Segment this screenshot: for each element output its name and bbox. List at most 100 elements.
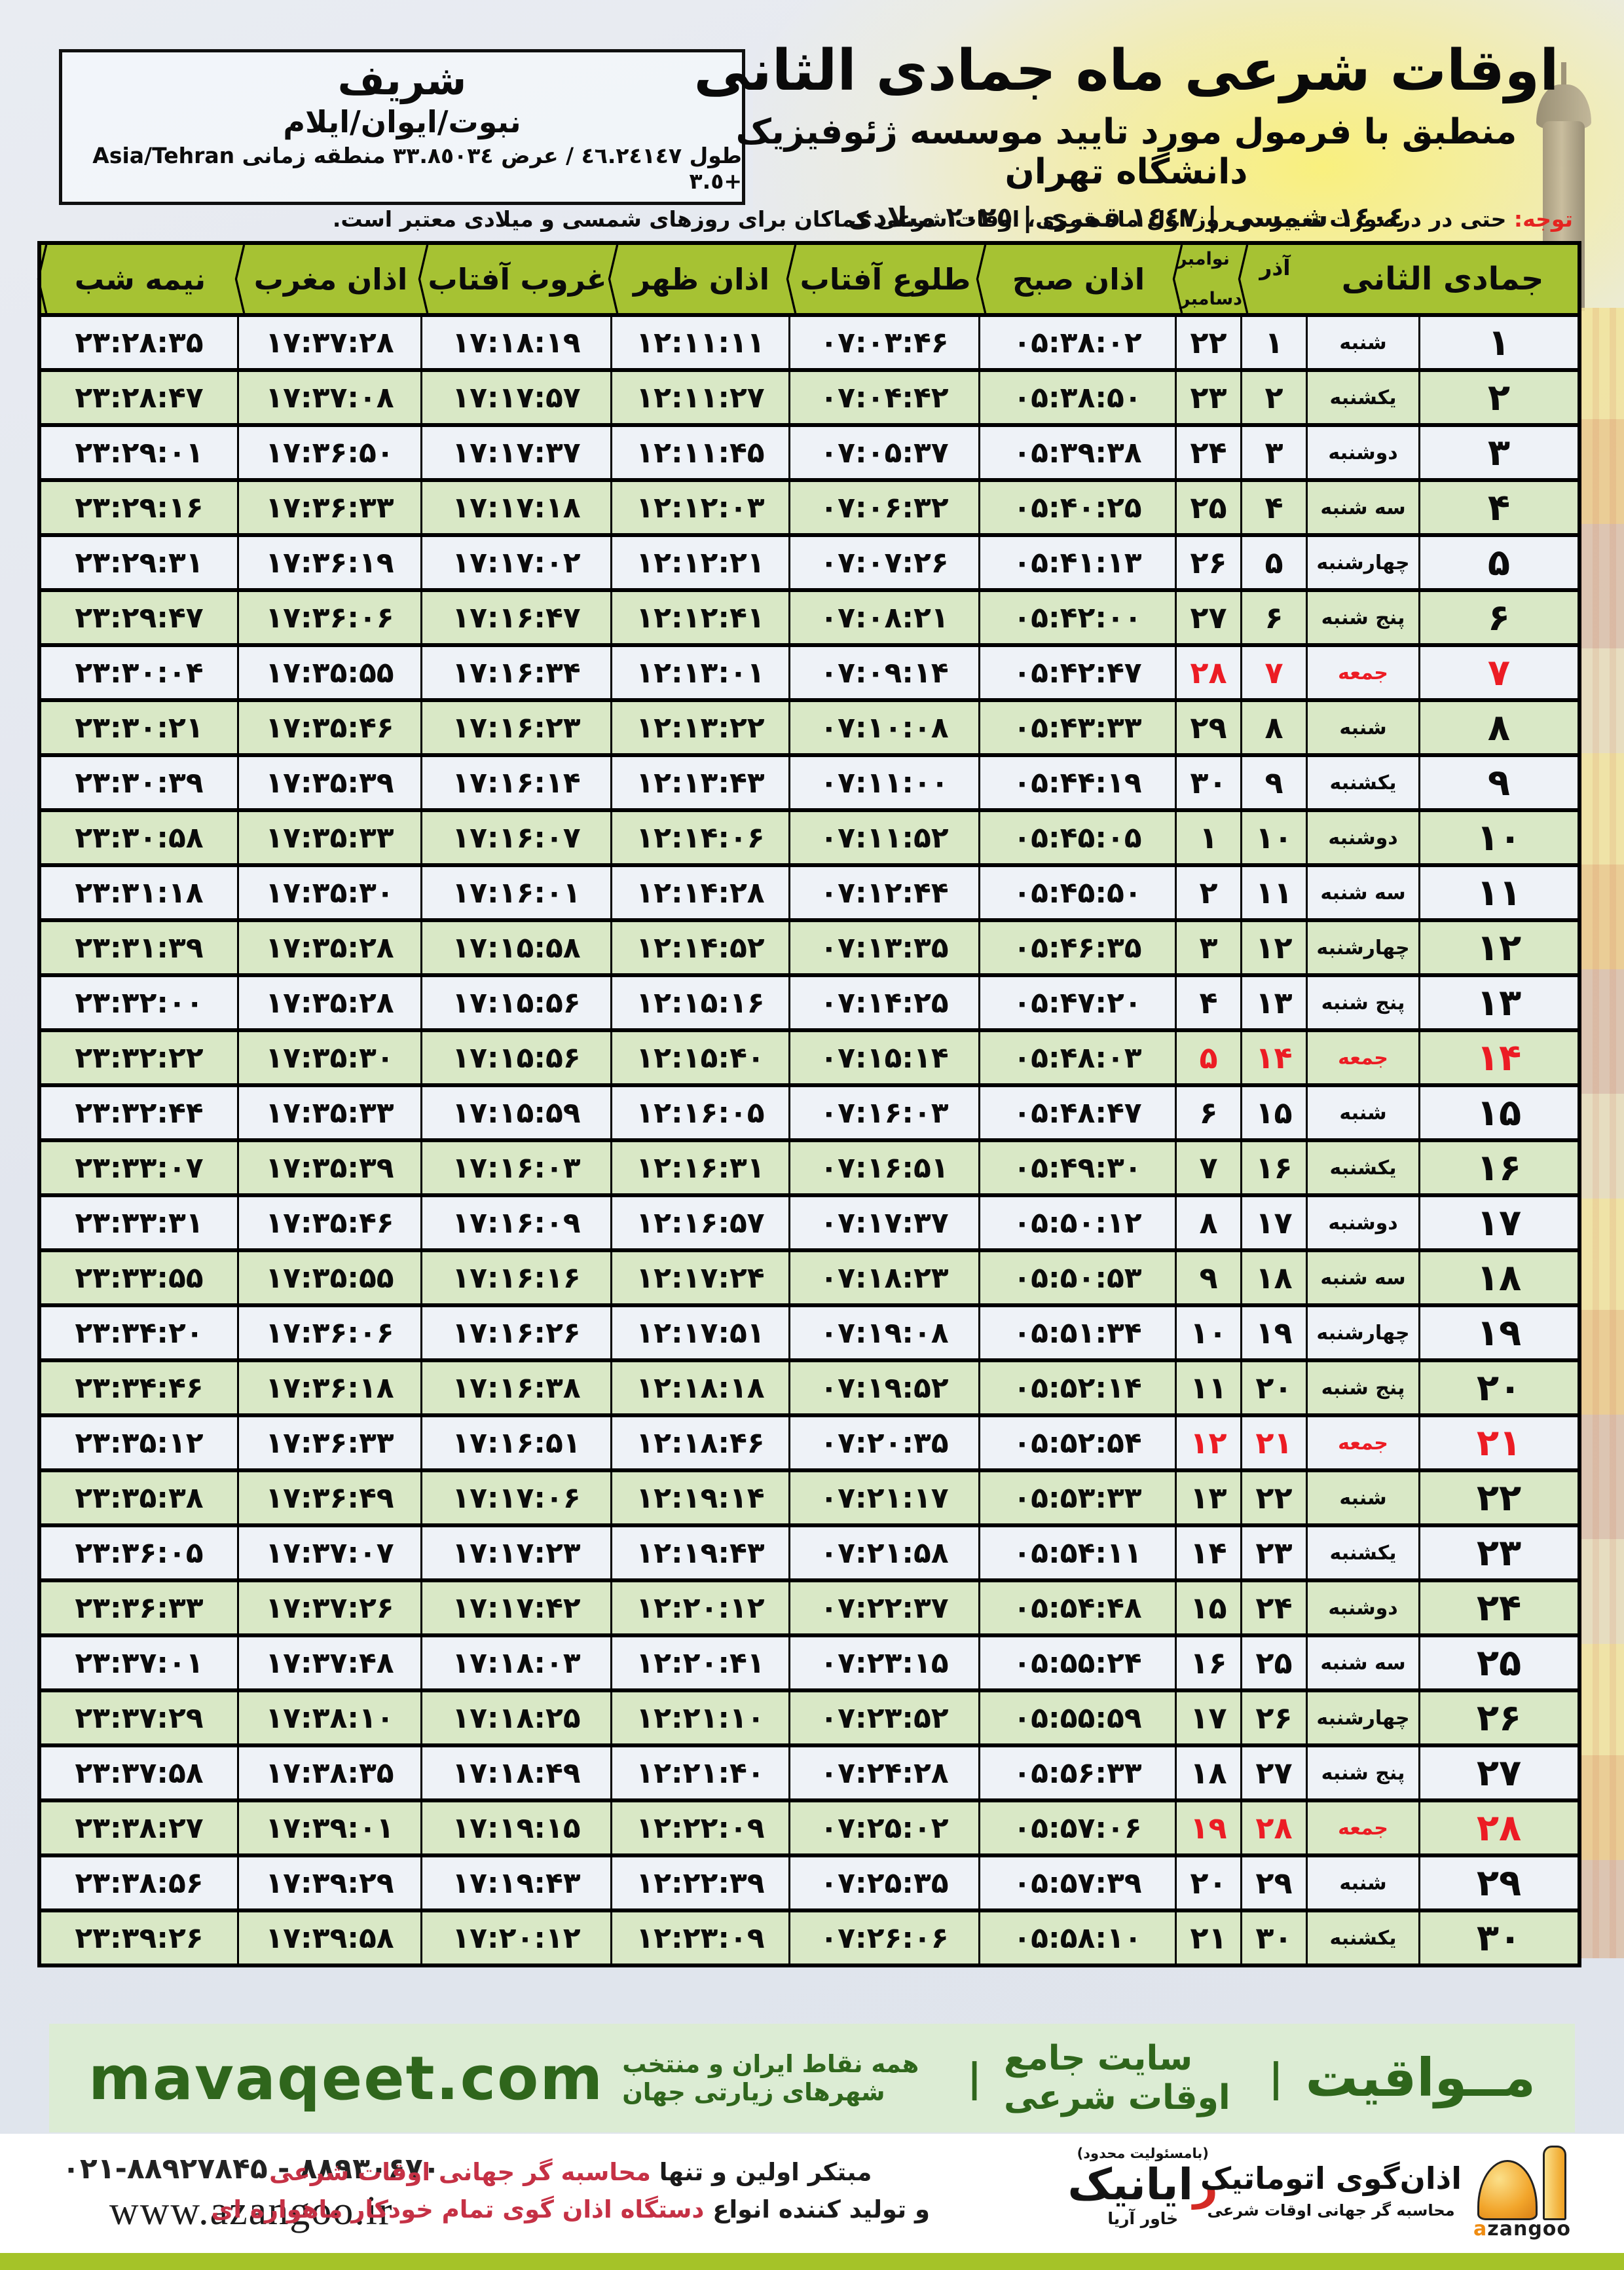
cell-greg-day: ۹ <box>1177 1252 1242 1303</box>
column-header-december-label: دسامبر <box>1179 289 1242 309</box>
column-header-maghrib: اذان مغرب <box>234 245 422 313</box>
cell-jumada-day: ۲۱ <box>1476 1421 1522 1464</box>
cell-sunset-time: ۱۷:۱۶:۰۳ <box>422 1142 612 1193</box>
cell-fajr-time: ۰۵:۴۱:۱۳ <box>980 537 1177 588</box>
cell-sunrise-time: ۰۷:۱۱:۵۲ <box>790 812 980 863</box>
table-row: ۱۵ شنبه ۱۵ ۶ ۰۵:۴۸:۴۷ ۰۷:۱۶:۰۳ ۱۲:۱۶:۰۵ ۱۷:۱۵:۵… <box>41 1083 1578 1138</box>
rayanik-subbrand: خاور آریا <box>1107 2208 1179 2228</box>
cell-sunrise-time: ۰۷:۰۴:۴۲ <box>790 372 980 423</box>
cell-midnight-time: ۲۳:۳۶:۳۳ <box>41 1582 239 1633</box>
azangoo-title: اذان‌گوی اتوماتیک <box>1200 2161 1462 2196</box>
cell-midnight-time: ۲۳:۳۱:۱۸ <box>41 867 239 918</box>
cell-azar-day: ۱۹ <box>1242 1307 1308 1358</box>
cell-maghrib-time: ۱۷:۳۷:۴۸ <box>239 1637 422 1688</box>
cell-jumada-day: ۲۴ <box>1476 1586 1522 1629</box>
cell-weekday: یکشنبه <box>1308 757 1420 808</box>
cell-maghrib-time: ۱۷:۳۷:۲۶ <box>239 1582 422 1633</box>
cell-sunset-time: ۱۷:۱۹:۱۵ <box>422 1802 612 1853</box>
cell-maghrib-time: ۱۷:۳۶:۰۶ <box>239 1307 422 1358</box>
cell-greg-day: ۲۳ <box>1177 372 1242 423</box>
cell-fajr-time: ۰۵:۵۷:۳۹ <box>980 1857 1177 1908</box>
cell-sunset-time: ۱۷:۱۷:۱۸ <box>422 482 612 533</box>
cell-sunrise-time: ۰۷:۲۵:۰۲ <box>790 1802 980 1853</box>
cell-maghrib-time: ۱۷:۳۶:۰۶ <box>239 592 422 643</box>
mavaqeet-brand: مــواقیت <box>1305 2047 1536 2108</box>
cell-sunrise-time: ۰۷:۰۳:۴۶ <box>790 317 980 368</box>
cell-sunrise-time: ۰۷:۱۱:۰۰ <box>790 757 980 808</box>
cell-greg-day: ۷ <box>1177 1142 1242 1193</box>
cell-maghrib-time: ۱۷:۳۵:۲۸ <box>239 977 422 1028</box>
cell-sunrise-time: ۰۷:۰۷:۲۶ <box>790 537 980 588</box>
cell-weekday: چهارشنبه <box>1308 1692 1420 1743</box>
cell-weekday: شنبه <box>1308 1087 1420 1138</box>
table-row: ۲۴ دوشنبه ۲۴ ۱۵ ۰۵:۵۴:۴۸ ۰۷:۲۲:۳۷ ۱۲:۲۰:۱۲ ۱۷:۱… <box>41 1578 1578 1633</box>
cell-midnight-time: ۲۳:۳۲:۴۴ <box>41 1087 239 1138</box>
cell-greg-day: ۳۰ <box>1177 757 1242 808</box>
cell-azar-day: ۲۴ <box>1242 1582 1308 1633</box>
cell-noon-time: ۱۲:۱۳:۴۳ <box>612 757 790 808</box>
cell-midnight-time: ۲۳:۲۹:۴۷ <box>41 592 239 643</box>
minaret-spire <box>1561 62 1566 91</box>
dome-shape <box>1477 2160 1538 2220</box>
table-row: ۳ دوشنبه ۳ ۲۴ ۰۵:۳۹:۳۸ ۰۷:۰۵:۳۷ ۱۲:۱۱:۴۵ ۱۷:۱۷:… <box>41 423 1578 478</box>
table-row: ۱ شنبه ۱ ۲۲ ۰۵:۳۸:۰۲ ۰۷:۰۳:۴۶ ۱۲:۱۱:۱۱ ۱۷:۱۸:۱۹… <box>41 317 1578 368</box>
cell-sunrise-time: ۰۷:۲۳:۱۵ <box>790 1637 980 1688</box>
table-row: ۲۷ پنج شنبه ۲۷ ۱۸ ۰۵:۵۶:۳۳ ۰۷:۲۴:۲۸ ۱۲:۲۱:۴۰ ۱۷… <box>41 1743 1578 1798</box>
table-row: ۲۲ شنبه ۲۲ ۱۳ ۰۵:۵۳:۳۳ ۰۷:۲۱:۱۷ ۱۲:۱۹:۱۴ ۱۷:۱۷:… <box>41 1468 1578 1523</box>
cell-sunset-time: ۱۷:۱۶:۴۷ <box>422 592 612 643</box>
cell-sunrise-time: ۰۷:۰۹:۱۴ <box>790 647 980 698</box>
cell-greg-day: ۲۲ <box>1177 317 1242 368</box>
header-separator-icon <box>234 245 246 313</box>
table-row: ۸ شنبه ۸ ۲۹ ۰۵:۴۳:۳۳ ۰۷:۱۰:۰۸ ۱۲:۱۳:۲۲ ۱۷:۱۶:۲۳… <box>41 698 1578 753</box>
cell-midnight-time: ۲۳:۲۸:۳۵ <box>41 317 239 368</box>
column-header-noon-label: اذان ظهر <box>633 261 770 297</box>
cell-midnight-time: ۲۳:۳۴:۲۰ <box>41 1307 239 1358</box>
cell-weekday: جمعه <box>1308 1032 1420 1083</box>
cell-azar-day: ۱۴ <box>1242 1032 1308 1083</box>
cell-sunrise-time: ۰۷:۰۸:۲۱ <box>790 592 980 643</box>
cell-jumada-day: ۲۳ <box>1476 1531 1522 1574</box>
cell-midnight-time: ۲۳:۳۰:۰۴ <box>41 647 239 698</box>
cell-greg-day: ۲۴ <box>1177 427 1242 478</box>
cell-weekday: جمعه <box>1308 1417 1420 1468</box>
cell-maghrib-time: ۱۷:۳۵:۲۸ <box>239 922 422 973</box>
cell-azar-day: ۱۱ <box>1242 867 1308 918</box>
mavaqeet-banner: مــواقیت | سایت جامع اوقات شرعی | همه نق… <box>49 2024 1575 2132</box>
cell-sunrise-time: ۰۷:۲۶:۰۶ <box>790 1912 980 1963</box>
cell-midnight-time: ۲۳:۲۹:۳۱ <box>41 537 239 588</box>
cell-azar-day: ۳ <box>1242 427 1308 478</box>
cell-sunrise-time: ۰۷:۲۱:۵۸ <box>790 1527 980 1578</box>
cell-sunrise-time: ۰۷:۱۰:۰۸ <box>790 702 980 753</box>
slogan2-black: و تولید کننده انواع <box>712 2195 930 2224</box>
cell-greg-day: ۱۷ <box>1177 1692 1242 1743</box>
cell-maghrib-time: ۱۷:۳۵:۳۰ <box>239 867 422 918</box>
cell-weekday: چهارشنبه <box>1308 922 1420 973</box>
cell-weekday: یکشنبه <box>1308 372 1420 423</box>
cell-jumada-day: ۲۷ <box>1476 1751 1522 1795</box>
cell-maghrib-time: ۱۷:۳۶:۳۳ <box>239 1417 422 1468</box>
cell-azar-day: ۲۷ <box>1242 1747 1308 1798</box>
cell-midnight-time: ۲۳:۳۳:۳۱ <box>41 1197 239 1248</box>
location-coordinates: طول ٤٦.٢٤١٤٧ / عرض ٣٣.٨٥٠٣٤ منطقه زمانی … <box>92 143 742 195</box>
cell-midnight-time: ۲۳:۳۸:۲۷ <box>41 1802 239 1853</box>
cell-greg-day: ۲۷ <box>1177 592 1242 643</box>
cell-midnight-time: ۲۳:۳۰:۳۹ <box>41 757 239 808</box>
cell-azar-day: ۲ <box>1242 372 1308 423</box>
cell-midnight-time: ۲۳:۳۵:۳۸ <box>41 1472 239 1523</box>
cell-greg-day: ۲۶ <box>1177 537 1242 588</box>
cell-jumada-day: ۳۰ <box>1476 1916 1522 1960</box>
table-row: ۴ سه شنبه ۴ ۲۵ ۰۵:۴۰:۲۵ ۰۷:۰۶:۳۲ ۱۲:۱۲:۰۳ ۱۷:۱۷… <box>41 478 1578 533</box>
table-row: ۲۵ سه شنبه ۲۵ ۱۶ ۰۵:۵۵:۲۴ ۰۷:۲۳:۱۵ ۱۲:۲۰:۴۱ ۱۷:… <box>41 1633 1578 1688</box>
azangoo-site-link[interactable]: www.azangoo.ir <box>109 2189 394 2233</box>
mavaqeet-site-link[interactable]: mavaqeet.com <box>88 2043 604 2113</box>
cell-sunrise-time: ۰۷:۱۹:۰۸ <box>790 1307 980 1358</box>
cell-azar-day: ۲۶ <box>1242 1692 1308 1743</box>
table-row: ۱۷ دوشنبه ۱۷ ۸ ۰۵:۵۰:۱۲ ۰۷:۱۷:۳۷ ۱۲:۱۶:۵۷ ۱۷:۱۶… <box>41 1193 1578 1248</box>
azangoo-latin-wordmark: azangoo <box>1473 2218 1571 2241</box>
cell-weekday: یکشنبه <box>1308 1142 1420 1193</box>
table-row: ۲۳ یکشنبه ۲۳ ۱۴ ۰۵:۵۴:۱۱ ۰۷:۲۱:۵۸ ۱۲:۱۹:۴۳ ۱۷:۱… <box>41 1523 1578 1578</box>
table-row: ۱۱ سه شنبه ۱۱ ۲ ۰۵:۴۵:۵۰ ۰۷:۱۲:۴۴ ۱۲:۱۴:۲۸ ۱۷:۱… <box>41 863 1578 918</box>
column-header-noon: اذان ظهر <box>608 245 790 313</box>
table-row: ۹ یکشنبه ۹ ۳۰ ۰۵:۴۴:۱۹ ۰۷:۱۱:۰۰ ۱۲:۱۳:۴۳ ۱۷:۱۶:… <box>41 753 1578 808</box>
cell-noon-time: ۱۲:۱۳:۰۱ <box>612 647 790 698</box>
